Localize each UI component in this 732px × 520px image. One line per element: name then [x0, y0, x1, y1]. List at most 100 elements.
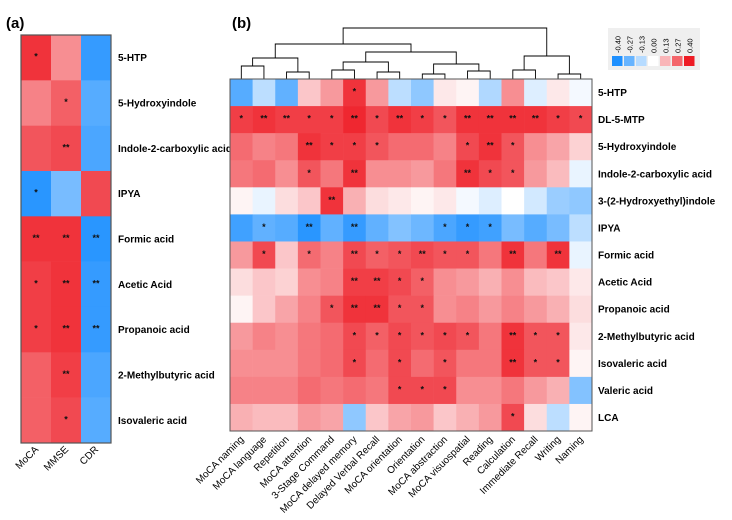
significance-marker: * — [398, 384, 402, 394]
heatmap-cell — [388, 79, 412, 107]
dendrogram-branch — [467, 70, 491, 79]
significance-marker: ** — [62, 324, 70, 334]
heatmap-cell — [411, 214, 434, 242]
significance-marker: ** — [509, 114, 517, 124]
significance-marker: * — [556, 330, 560, 340]
heatmap-cell — [275, 79, 299, 107]
row-label: IPYA — [598, 223, 620, 234]
heatmap-cell — [433, 376, 457, 405]
heatmap-cell — [569, 403, 593, 432]
heatmap-cell — [297, 403, 321, 432]
color-scale-legend: -0.40 -0.27 -0.13 0.00 0.13 0.27 0.40 — [608, 28, 700, 70]
heatmap-cell — [343, 241, 367, 269]
heatmap-cell — [388, 295, 412, 324]
heatmap-cell — [456, 79, 480, 107]
heatmap-cell — [51, 125, 82, 172]
heatmap-cell — [388, 241, 412, 269]
heatmap-cell — [21, 352, 52, 398]
row-label: 5-Hydroxyindole — [118, 98, 197, 109]
heatmap-cell — [81, 352, 112, 398]
dendrogram-branch — [376, 71, 401, 79]
heatmap-cell — [275, 214, 299, 242]
heatmap-cell — [230, 403, 253, 432]
heatmap-cell — [478, 187, 502, 215]
significance-marker: ** — [62, 142, 70, 152]
dendrogram-branch — [286, 71, 310, 79]
heatmap-cell — [230, 268, 253, 296]
heatmap-cell — [569, 241, 593, 269]
significance-marker: ** — [464, 114, 472, 124]
significance-marker: ** — [351, 303, 359, 313]
legend-swatch — [684, 56, 695, 66]
significance-marker: ** — [306, 141, 314, 151]
dendrogram-branch — [240, 65, 265, 79]
heatmap-cell — [365, 79, 389, 107]
significance-marker: * — [307, 114, 311, 124]
heatmap-cell — [297, 214, 321, 242]
heatmap-cell — [501, 133, 525, 161]
heatmap-cell — [275, 133, 299, 161]
heatmap-cell — [343, 106, 367, 134]
heatmap-cell — [569, 79, 593, 107]
heatmap-cell — [365, 295, 389, 324]
heatmap-cell — [501, 403, 525, 432]
heatmap-cell — [433, 403, 457, 432]
heatmap-cell — [524, 322, 548, 351]
significance-marker: * — [511, 141, 515, 151]
heatmap-cell — [51, 80, 82, 126]
column-label: MMSE — [42, 444, 71, 473]
heatmap-cell — [252, 241, 276, 269]
significance-marker: * — [443, 222, 447, 232]
heatmap-cell — [524, 187, 548, 215]
significance-marker: * — [443, 249, 447, 259]
heatmap-cell — [21, 35, 52, 81]
significance-marker: ** — [32, 233, 40, 243]
heatmap-cell — [297, 268, 321, 296]
significance-marker: ** — [283, 114, 291, 124]
heatmap-cell — [569, 187, 593, 215]
heatmap-cell — [275, 106, 299, 134]
heatmap-cell — [365, 403, 389, 432]
heatmap-cell — [456, 295, 480, 324]
heatmap-cell — [478, 349, 502, 378]
heatmap-cell — [388, 322, 412, 351]
heatmap-cell — [388, 133, 412, 161]
heatmap-cell — [524, 268, 548, 296]
heatmap-cell — [456, 349, 480, 378]
heatmap-cell — [433, 79, 457, 107]
heatmap-cell — [275, 376, 299, 405]
heatmap-cell — [365, 376, 389, 405]
dendrogram-branch — [512, 69, 536, 79]
heatmap-cell — [297, 322, 321, 351]
heatmap-cell — [21, 261, 52, 308]
heatmap-cell — [546, 295, 570, 324]
heatmap-cell — [343, 79, 367, 107]
heatmap-cell — [320, 376, 344, 405]
panel-a-border — [20, 34, 112, 444]
heatmap-cell — [81, 397, 112, 444]
significance-marker: * — [534, 357, 538, 367]
dendrogram-branch — [557, 73, 582, 79]
significance-marker: * — [64, 97, 68, 107]
heatmap-cell — [343, 214, 367, 242]
significance-marker: * — [421, 384, 425, 394]
significance-marker: * — [488, 168, 492, 178]
heatmap-cell — [411, 160, 434, 188]
heatmap-cell — [501, 160, 525, 188]
heatmap-cell — [320, 79, 344, 107]
heatmap-cell — [411, 403, 434, 432]
heatmap-cell — [501, 79, 525, 107]
heatmap-cell — [478, 133, 502, 161]
significance-marker: * — [262, 222, 266, 232]
heatmap-cell — [21, 306, 52, 353]
significance-marker: ** — [351, 114, 359, 124]
row-label: 5-HTP — [598, 88, 627, 99]
heatmap-cell — [51, 352, 82, 398]
heatmap-cell — [433, 160, 457, 188]
heatmap-cell — [81, 306, 112, 353]
heatmap-cell — [433, 187, 457, 215]
significance-marker: ** — [62, 233, 70, 243]
heatmap-cell — [343, 133, 367, 161]
legend-tick-label: -0.40 — [614, 36, 623, 53]
heatmap-cell — [320, 187, 344, 215]
